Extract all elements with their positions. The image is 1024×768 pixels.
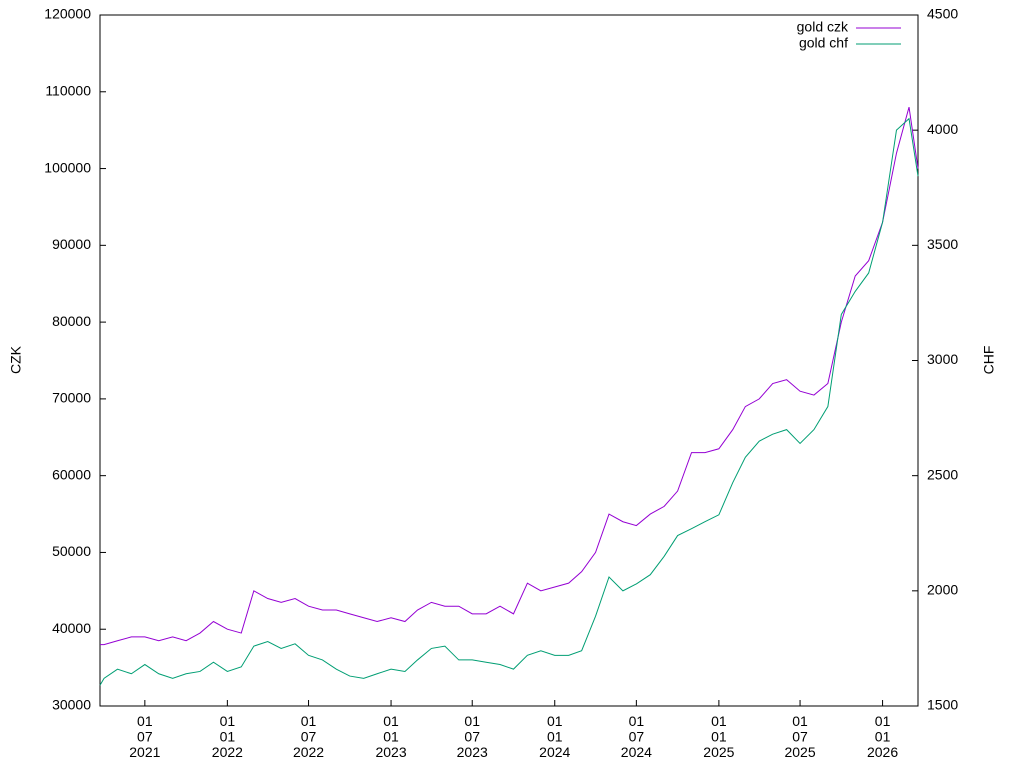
y-tick-label: 50000 (52, 543, 91, 559)
y-axis-label: CZK (8, 345, 24, 374)
y2-tick-label: 4500 (927, 6, 958, 22)
x-tick-label: 01 01 2022 (212, 713, 243, 760)
data-line (99, 117, 919, 686)
x-tick-label: 01 01 2024 (539, 713, 570, 760)
legend-label: gold czk (797, 19, 849, 35)
y-tick-label: 90000 (52, 236, 91, 252)
y2-axis-label: CHF (981, 346, 997, 375)
y2-tick-label: 4000 (927, 121, 958, 137)
x-tick-label: 01 01 2025 (703, 713, 734, 760)
y-tick-label: 70000 (52, 390, 91, 406)
y2-tick-label: 3500 (927, 236, 958, 252)
x-tick-label: 01 01 2023 (375, 713, 406, 760)
data-line (100, 106, 919, 646)
y-tick-label: 80000 (52, 313, 91, 329)
y-tick-label: 100000 (44, 159, 91, 175)
x-tick-label: 01 07 2024 (621, 713, 652, 760)
x-tick-label: 01 07 2025 (784, 713, 815, 760)
x-tick-label: 01 07 2022 (293, 713, 324, 760)
y-tick-label: 40000 (52, 620, 91, 636)
y-tick-label: 30000 (52, 697, 91, 713)
x-tick-label: 01 07 2021 (129, 713, 160, 760)
y2-tick-label: 1500 (927, 697, 958, 713)
x-tick-label: 01 07 2023 (457, 713, 488, 760)
y-tick-label: 60000 (52, 466, 91, 482)
legend-label: gold chf (799, 35, 848, 51)
x-tick-label: 01 01 2026 (867, 713, 898, 760)
plot-frame (99, 14, 919, 707)
y-tick-label: 110000 (45, 82, 91, 98)
y2-tick-label: 2500 (927, 466, 958, 482)
y2-tick-label: 2000 (927, 582, 958, 598)
y-tick-label: 120000 (44, 6, 91, 22)
y2-tick-label: 3000 (927, 351, 958, 367)
